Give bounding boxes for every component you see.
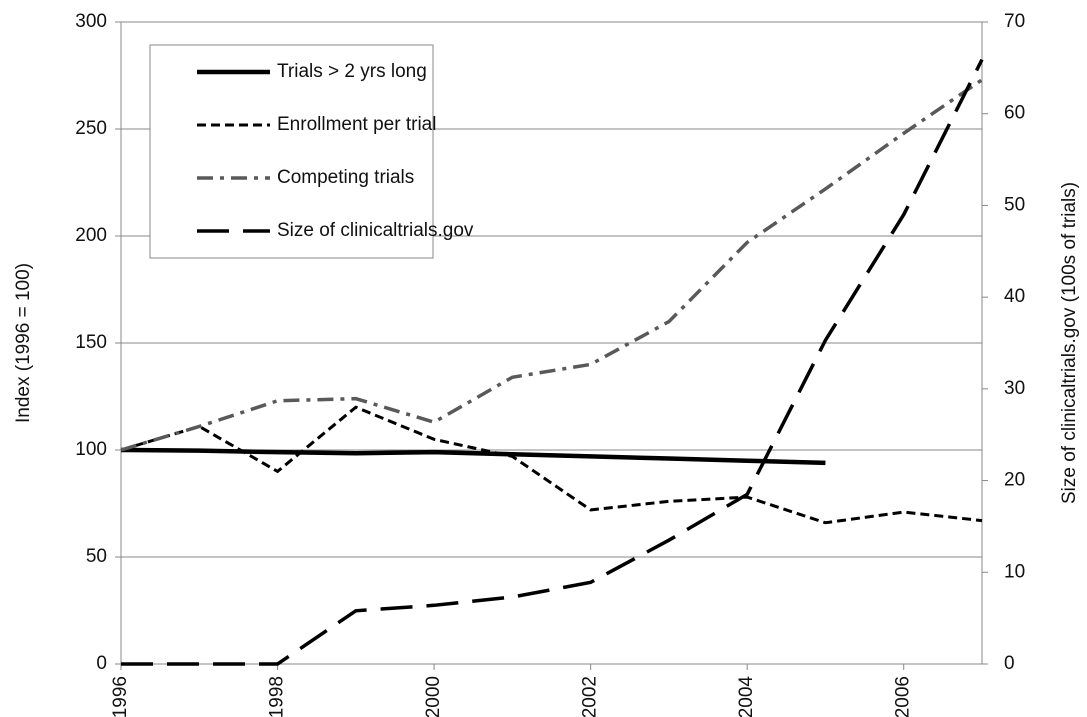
y2-tick-label: 70	[1004, 11, 1025, 32]
legend-box	[149, 44, 434, 259]
y2-axis-label: Size of clinicaltrials.gov (100s of tria…	[1059, 182, 1080, 504]
x-tick-label: 1996	[110, 676, 131, 717]
y-tick-label: 50	[86, 546, 107, 567]
x-tick-label: 2002	[580, 676, 601, 717]
y2-tick-label: 60	[1004, 103, 1025, 124]
y-axis-label: Index (1996 = 100)	[13, 263, 34, 423]
x-tick-label: 2004	[736, 676, 757, 717]
y2-tick-label: 30	[1004, 378, 1025, 399]
y-tick-label: 300	[75, 11, 107, 32]
series-line	[120, 447, 826, 466]
y2-tick-label: 0	[1004, 653, 1015, 674]
y-tick-label: 150	[75, 332, 107, 353]
y-tick-label: 250	[75, 118, 107, 139]
series-line	[120, 78, 983, 452]
x-tick-label: 2000	[423, 676, 444, 717]
y2-tick-label: 40	[1004, 286, 1025, 307]
x-tick-label: 2006	[893, 676, 914, 717]
y2-tick-label: 20	[1004, 470, 1025, 491]
series-line	[120, 405, 983, 525]
legend-label: Trials > 2 yrs long	[277, 61, 427, 82]
y2-tick-label: 10	[1004, 561, 1025, 582]
x-tick-label: 1998	[267, 676, 288, 717]
series-line	[121, 58, 984, 666]
legend-label: Size of clinicaltrials.gov	[277, 220, 474, 241]
legend-label: Competing trials	[277, 167, 414, 188]
y-tick-label: 200	[75, 225, 107, 246]
legend-label: Enrollment per trial	[277, 114, 436, 135]
y-tick-label: 100	[75, 439, 107, 460]
y-tick-label: 0	[96, 653, 107, 674]
y2-tick-label: 50	[1004, 194, 1025, 215]
